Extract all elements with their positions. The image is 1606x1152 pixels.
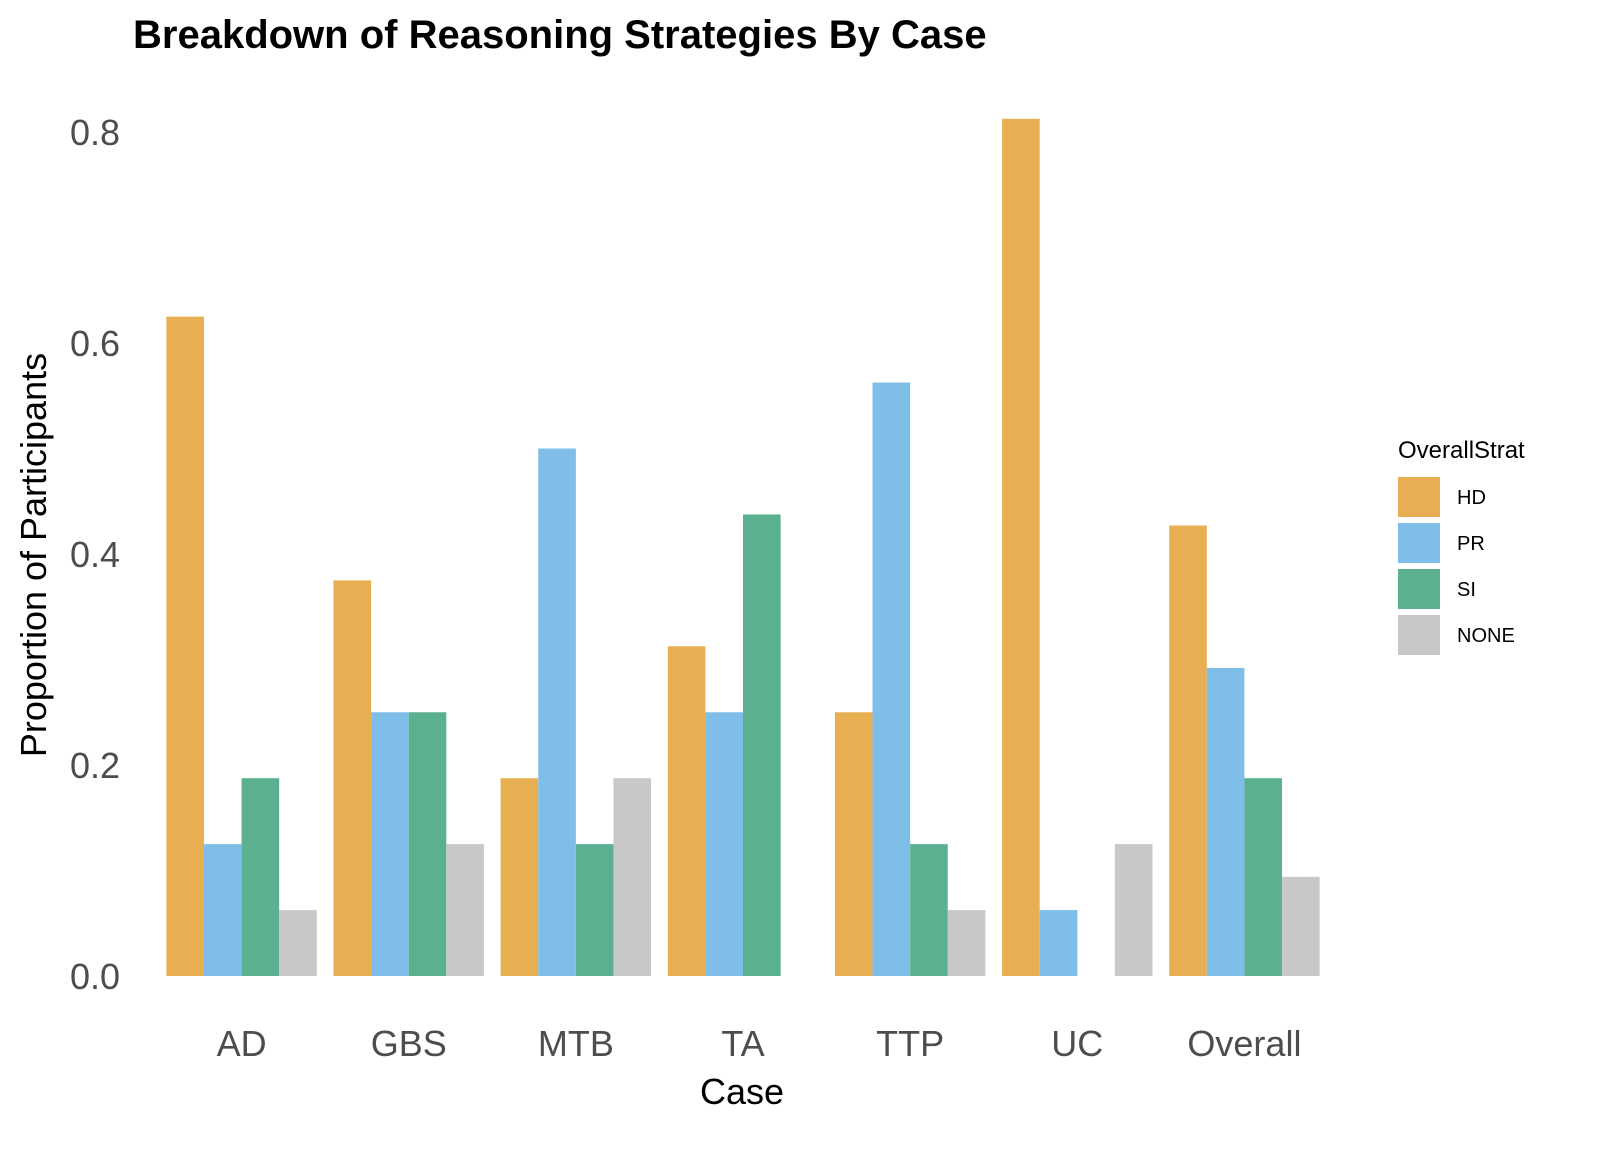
legend-key-si <box>1398 569 1440 609</box>
legend-key-hd <box>1398 477 1440 517</box>
bar-overall-none <box>1282 876 1320 976</box>
bar-uc-hd <box>1002 118 1040 976</box>
y-tick-label: 0.6 <box>70 323 120 364</box>
bar-overall-hd <box>1169 525 1207 976</box>
bar-ad-hd <box>166 316 204 976</box>
bar-ta-si <box>743 514 781 976</box>
bar-ta-pr <box>705 712 743 976</box>
chart-title: Breakdown of Reasoning Strategies By Cas… <box>133 13 987 57</box>
legend-key-pr <box>1398 523 1440 563</box>
bar-ad-si <box>241 778 280 976</box>
y-tick-label: 0.8 <box>70 112 120 153</box>
bar-ttp-hd <box>834 712 873 976</box>
legend: OverallStrat HD PR SI NONE <box>1398 437 1525 655</box>
legend-key-none <box>1398 615 1440 655</box>
bar-mtb-si <box>575 844 614 976</box>
x-tick-label: Overall <box>1187 1023 1301 1064</box>
x-tick-label: TTP <box>876 1023 944 1064</box>
y-tick-label: 0.0 <box>70 956 120 997</box>
bar-ad-none <box>279 910 317 976</box>
y-tick-label: 0.4 <box>70 534 120 575</box>
y-axis-title: Proportion of Participants <box>13 353 54 757</box>
legend-title: OverallStrat <box>1398 437 1525 464</box>
bar-overall-pr <box>1206 667 1245 976</box>
bar-overall-si <box>1244 778 1283 976</box>
bar-mtb-pr <box>538 448 576 976</box>
bar-uc-none <box>1114 844 1153 976</box>
bar-gbs-none <box>446 844 484 976</box>
bar-ttp-si <box>910 844 948 976</box>
bar-mtb-none <box>613 778 652 976</box>
bar-ttp-pr <box>872 382 911 976</box>
legend-label-pr: PR <box>1457 533 1485 555</box>
bar-gbs-hd <box>333 580 372 976</box>
x-tick-label: MTB <box>538 1023 614 1064</box>
x-axis-ticks: AD GBS MTB TA TTP UC Overall <box>217 1023 1302 1064</box>
legend-label-hd: HD <box>1457 487 1486 509</box>
bar-gbs-pr <box>371 712 409 976</box>
legend-label-si: SI <box>1457 579 1476 601</box>
bars <box>166 118 1320 976</box>
bar-ad-pr <box>203 844 242 976</box>
bar-uc-pr <box>1039 910 1078 976</box>
x-tick-label: GBS <box>371 1023 447 1064</box>
y-axis-ticks: 0.0 0.2 0.4 0.6 0.8 <box>70 112 120 997</box>
x-tick-label: AD <box>217 1023 267 1064</box>
x-axis-title: Case <box>700 1071 784 1112</box>
bar-ta-hd <box>667 646 706 976</box>
bar-ttp-none <box>947 910 986 976</box>
y-tick-label: 0.2 <box>70 745 120 786</box>
x-tick-label: TA <box>721 1023 764 1064</box>
legend-label-none: NONE <box>1457 625 1515 647</box>
bar-mtb-hd <box>500 778 539 976</box>
bar-gbs-si <box>408 712 447 976</box>
x-tick-label: UC <box>1051 1023 1103 1064</box>
